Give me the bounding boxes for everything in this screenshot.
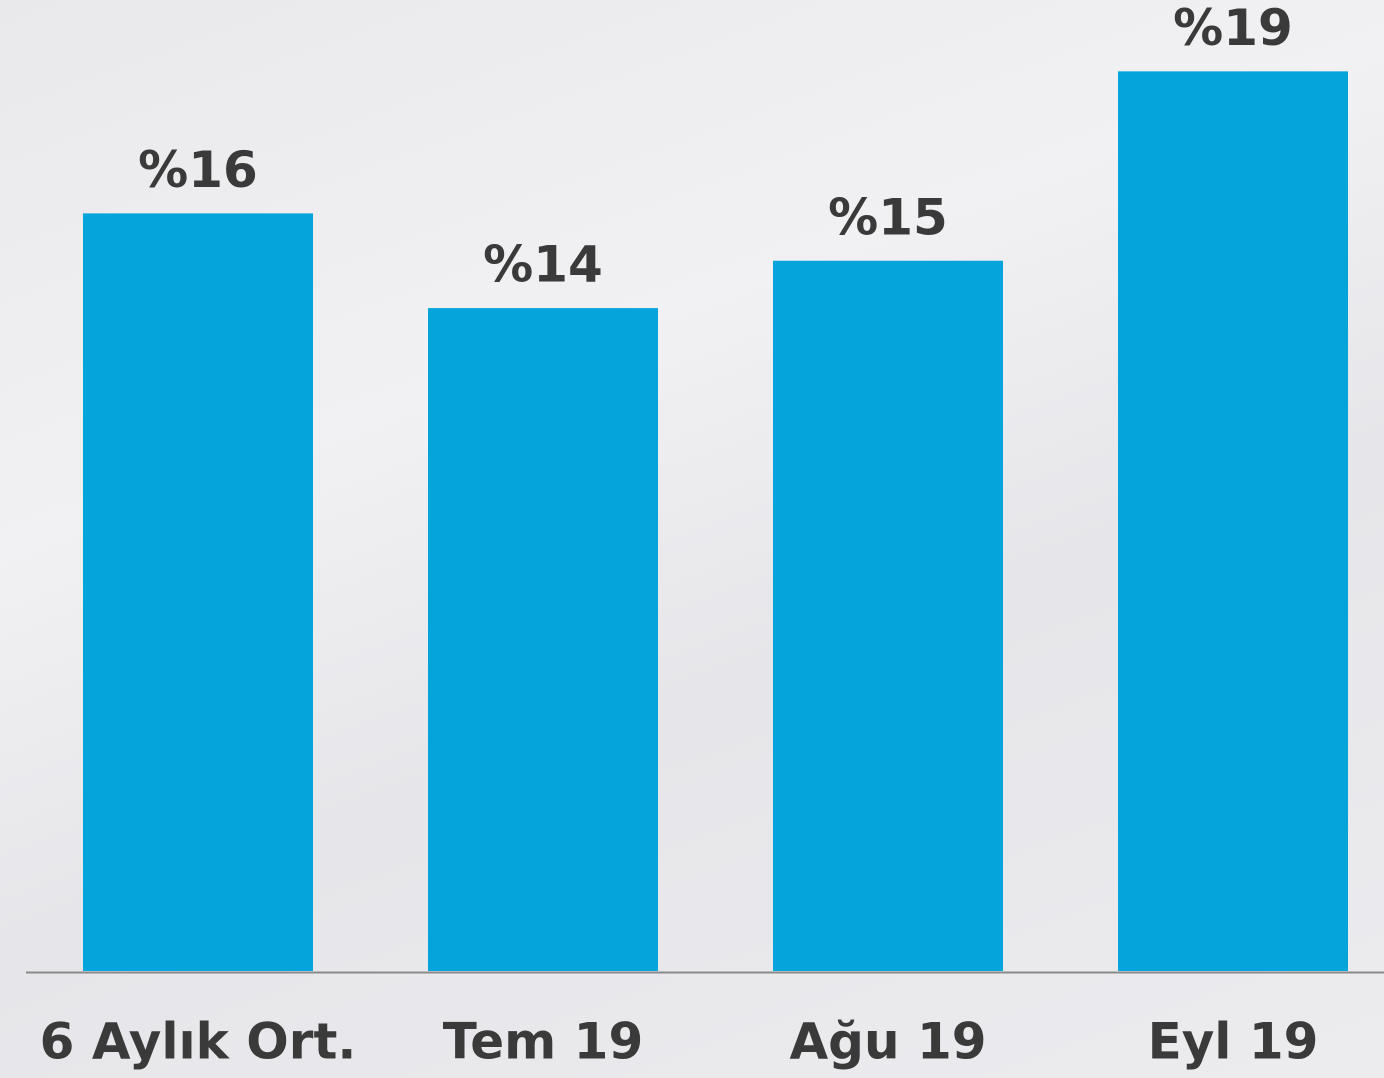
bar bbox=[428, 308, 658, 972]
bar bbox=[83, 213, 313, 971]
x-tick-label: Tem 19 bbox=[443, 1013, 643, 1071]
bar bbox=[773, 260, 1003, 971]
data-label: %14 bbox=[483, 236, 603, 294]
x-tick-label: Eyl 19 bbox=[1148, 1013, 1319, 1071]
data-label: %19 bbox=[1173, 0, 1293, 57]
data-label: %15 bbox=[828, 188, 948, 246]
data-label: %16 bbox=[138, 141, 258, 199]
x-tick-label: Ağu 19 bbox=[789, 1013, 986, 1071]
bar bbox=[1118, 71, 1348, 972]
x-tick-label: 6 Aylık Ort. bbox=[40, 1013, 357, 1071]
